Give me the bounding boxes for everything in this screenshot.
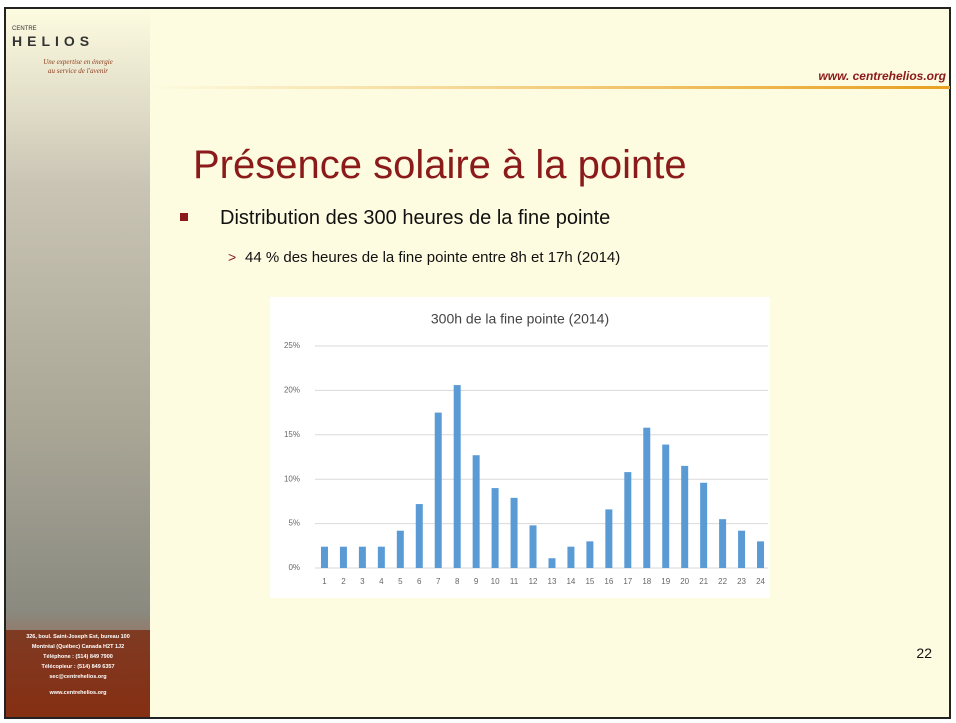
address-line: sec@centrehelios.org [49,674,106,680]
y-tick-label: 25% [284,341,300,350]
header-url: www. centrehelios.org [818,69,946,83]
bar [586,541,594,568]
bar [738,530,746,568]
x-tick-label: 8 [455,577,460,586]
sidebar [6,9,150,717]
bar [377,546,385,568]
x-tick-label: 18 [642,577,651,586]
x-tick-label: 7 [436,577,441,586]
sidebar-url: www.centrehelios.org [49,690,107,696]
bar [624,472,632,568]
y-tick-label: 0% [288,563,300,572]
logo-top: CENTRE [12,26,37,32]
x-tick-label: 6 [417,577,422,586]
x-tick-label: 16 [604,577,613,586]
chart-title: 300h de la fine pointe (2014) [431,311,609,327]
x-tick-label: 22 [718,577,727,586]
bullet-icon [180,213,188,221]
bar [491,488,499,568]
bar [700,482,708,568]
bar [643,427,651,568]
bar [529,525,537,568]
y-tick-label: 15% [284,430,300,439]
y-tick-label: 5% [288,519,300,528]
bar [396,530,404,568]
bar [548,558,556,568]
bar [415,504,423,568]
x-tick-label: 20 [680,577,689,586]
x-tick-label: 3 [360,577,365,586]
address-line: Montréal (Québec) Canada H2T 1J2 [32,644,124,650]
bar [320,546,328,568]
bar [358,546,366,568]
x-tick-label: 2 [341,577,346,586]
slide-title: Présence solaire à la pointe [193,143,687,187]
bar [567,546,575,568]
sub-bullet: 44 % des heures de la fine pointe entre … [245,249,620,266]
sidebar-address-bg [6,630,150,717]
address-line: Téléphone : (514) 849 7900 [43,654,113,660]
y-tick-label: 20% [284,386,300,395]
tagline: au service de l'avenir [48,67,108,75]
sub-bullet-icon: > [228,249,236,265]
bar [605,509,613,568]
x-tick-label: 19 [661,577,670,586]
bar [719,519,727,568]
logo: HELIOS [12,33,94,49]
x-tick-label: 17 [623,577,632,586]
tagline: Une expertise en énergie [43,58,113,66]
bar [453,385,461,568]
x-tick-label: 11 [510,577,519,586]
x-tick-label: 13 [548,577,557,586]
x-tick-label: 10 [491,577,500,586]
x-tick-label: 23 [737,577,746,586]
y-tick-label: 10% [284,474,300,483]
chart: 300h de la fine pointe (2014) 0% 5% 10% 15%… [284,311,768,586]
bar [681,465,689,568]
bar [472,455,480,568]
x-tick-label: 9 [474,577,479,586]
bar [510,497,518,568]
page-number: 22 [916,645,932,661]
bar [434,412,442,568]
bar [339,546,347,568]
header-rule [150,86,950,89]
x-tick-label: 14 [566,577,575,586]
bar [757,541,765,568]
bullet: Distribution des 300 heures de la fine p… [220,207,610,229]
x-tick-label: 15 [585,577,594,586]
x-tick-label: 12 [529,577,538,586]
bar [662,444,670,568]
address-line: Télécopieur : (514) 849 6357 [41,664,114,670]
x-tick-label: 1 [322,577,327,586]
address-line: 326, boul. Saint-Joseph Est, bureau 100 [26,634,130,640]
x-tick-label: 5 [398,577,403,586]
x-tick-label: 24 [756,577,765,586]
x-tick-label: 21 [699,577,708,586]
x-tick-label: 4 [379,577,384,586]
